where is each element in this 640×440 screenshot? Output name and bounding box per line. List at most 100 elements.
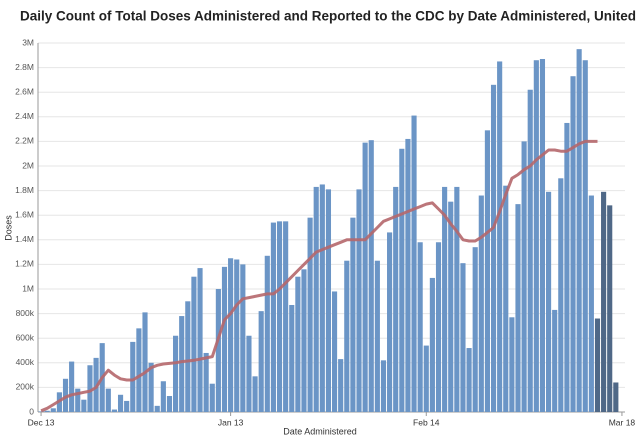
y-tick-label: 0 xyxy=(29,406,34,416)
bar xyxy=(295,276,301,412)
bar xyxy=(105,388,111,412)
bar xyxy=(527,89,533,413)
bar xyxy=(613,382,619,412)
bar xyxy=(564,122,570,412)
bar xyxy=(166,396,173,412)
bar xyxy=(203,352,209,412)
bar xyxy=(258,311,264,412)
bar xyxy=(81,399,87,412)
bar xyxy=(417,242,423,412)
y-axis-label: Doses xyxy=(3,215,13,241)
bar xyxy=(533,60,539,412)
y-tick-label: 1M xyxy=(22,283,34,293)
bar xyxy=(313,186,319,412)
bar xyxy=(338,359,344,412)
bar xyxy=(405,138,411,412)
y-tick-label: 200k xyxy=(16,382,35,392)
bar xyxy=(307,217,313,412)
bar xyxy=(478,195,484,412)
bar xyxy=(509,317,515,412)
bar xyxy=(429,277,435,412)
bar xyxy=(87,365,93,412)
bar xyxy=(75,388,81,412)
bar xyxy=(264,255,270,412)
bar xyxy=(607,205,613,412)
bar xyxy=(380,360,387,412)
bar xyxy=(356,189,362,412)
bar xyxy=(154,405,160,412)
bar xyxy=(197,268,203,412)
bar xyxy=(117,394,124,412)
x-tick-label: Dec 13 xyxy=(28,417,55,427)
bar xyxy=(448,201,454,412)
y-tick-label: 1.2M xyxy=(15,259,34,269)
bar xyxy=(173,335,179,412)
bar xyxy=(319,184,325,412)
bar xyxy=(423,345,429,412)
bar xyxy=(283,221,289,412)
x-tick-label: Jan 13 xyxy=(218,417,244,427)
bar xyxy=(442,186,448,412)
average-line xyxy=(40,139,598,413)
bar xyxy=(582,60,588,412)
bar xyxy=(44,410,50,412)
bar xyxy=(331,291,338,412)
chart-title: Daily Count of Total Doses Administered … xyxy=(20,9,640,24)
bar xyxy=(270,222,276,412)
x-tick-label: Mar 18 xyxy=(609,417,636,427)
bar xyxy=(221,266,228,412)
bar xyxy=(466,348,472,412)
y-tick-label: 2.2M xyxy=(15,136,34,146)
bar xyxy=(460,263,466,412)
bar xyxy=(344,260,350,412)
bar xyxy=(539,58,546,413)
bar xyxy=(276,221,283,412)
y-tick-label: 1.4M xyxy=(15,234,34,244)
y-tick-label: 1.8M xyxy=(15,185,34,195)
bar xyxy=(111,409,118,412)
y-tick-label: 2.6M xyxy=(15,86,34,96)
bar xyxy=(124,400,130,412)
y-tick-label: 600k xyxy=(16,332,35,342)
y-tick-label: 2.4M xyxy=(15,111,34,121)
bar xyxy=(62,378,69,412)
y-tick-label: 3M xyxy=(22,37,34,47)
bar xyxy=(374,260,380,412)
bar xyxy=(69,361,75,412)
bar xyxy=(136,328,142,412)
bar xyxy=(601,191,607,412)
bar xyxy=(387,232,393,412)
bar xyxy=(399,148,405,412)
bar xyxy=(38,411,44,412)
bar xyxy=(576,49,582,413)
bar xyxy=(240,264,246,412)
bar xyxy=(362,142,368,412)
bar xyxy=(234,259,240,412)
bar xyxy=(503,185,509,412)
bar xyxy=(252,376,258,412)
bar xyxy=(454,186,460,412)
bar xyxy=(148,362,154,412)
bar xyxy=(325,189,332,412)
y-tick-label: 400k xyxy=(16,357,35,367)
bar xyxy=(142,312,148,412)
y-tick-label: 800k xyxy=(16,308,35,318)
bar xyxy=(50,408,56,412)
bar xyxy=(570,76,576,413)
bar xyxy=(246,335,252,412)
bar xyxy=(350,217,356,412)
bar xyxy=(472,247,478,412)
bar xyxy=(497,61,503,412)
bar xyxy=(588,195,594,412)
bar xyxy=(368,140,374,413)
bar xyxy=(289,304,295,412)
bar xyxy=(552,309,558,412)
bar xyxy=(484,130,490,412)
bar xyxy=(179,316,185,412)
bar xyxy=(301,269,307,412)
y-tick-label: 1.6M xyxy=(15,209,34,219)
bar xyxy=(160,381,166,412)
bar xyxy=(435,242,442,412)
